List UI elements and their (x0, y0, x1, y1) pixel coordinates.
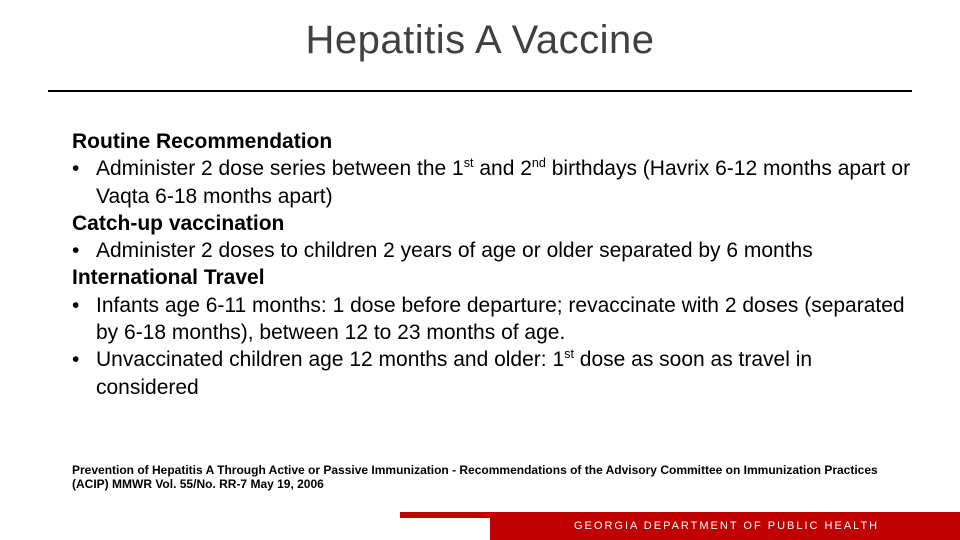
text-fragment: and 2 (474, 157, 532, 180)
ordinal-sup: st (464, 156, 474, 170)
footer: GEORGIA DEPARTMENT OF PUBLIC HEALTH (0, 512, 960, 540)
bullet-text: Infants age 6-11 months: 1 dose before d… (96, 292, 912, 347)
bullet-intl-2: • Unvaccinated children age 12 months an… (72, 346, 912, 401)
slide: Hepatitis A Vaccine Routine Recommendati… (0, 0, 960, 540)
bullet-marker: • (72, 292, 96, 347)
text-fragment: Administer 2 dose series between the 1 (96, 157, 464, 180)
footer-accent-bar (400, 512, 490, 518)
bullet-text: Unvaccinated children age 12 months and … (96, 346, 912, 401)
bullet-catchup-1: • Administer 2 doses to children 2 years… (72, 237, 912, 264)
footer-label: GEORGIA DEPARTMENT OF PUBLIC HEALTH (490, 512, 960, 540)
bullet-text: Administer 2 dose series between the 1st… (96, 155, 912, 210)
ordinal-sup: nd (532, 156, 546, 170)
slide-title: Hepatitis A Vaccine (0, 18, 960, 63)
title-divider (48, 90, 912, 92)
bullet-marker: • (72, 346, 96, 401)
bullet-routine-1: • Administer 2 dose series between the 1… (72, 155, 912, 210)
ordinal-sup: st (564, 347, 574, 361)
citation-text: Prevention of Hepatitis A Through Active… (72, 464, 912, 492)
bullet-marker: • (72, 155, 96, 210)
section-heading-catchup: Catch-up vaccination (72, 210, 912, 237)
bullet-intl-1: • Infants age 6-11 months: 1 dose before… (72, 292, 912, 347)
bullet-text: Administer 2 doses to children 2 years o… (96, 237, 912, 264)
bullet-marker: • (72, 237, 96, 264)
section-heading-routine: Routine Recommendation (72, 128, 912, 155)
slide-body: Routine Recommendation • Administer 2 do… (72, 128, 912, 401)
section-heading-intl: International Travel (72, 264, 912, 291)
text-fragment: Unvaccinated children age 12 months and … (96, 348, 564, 371)
